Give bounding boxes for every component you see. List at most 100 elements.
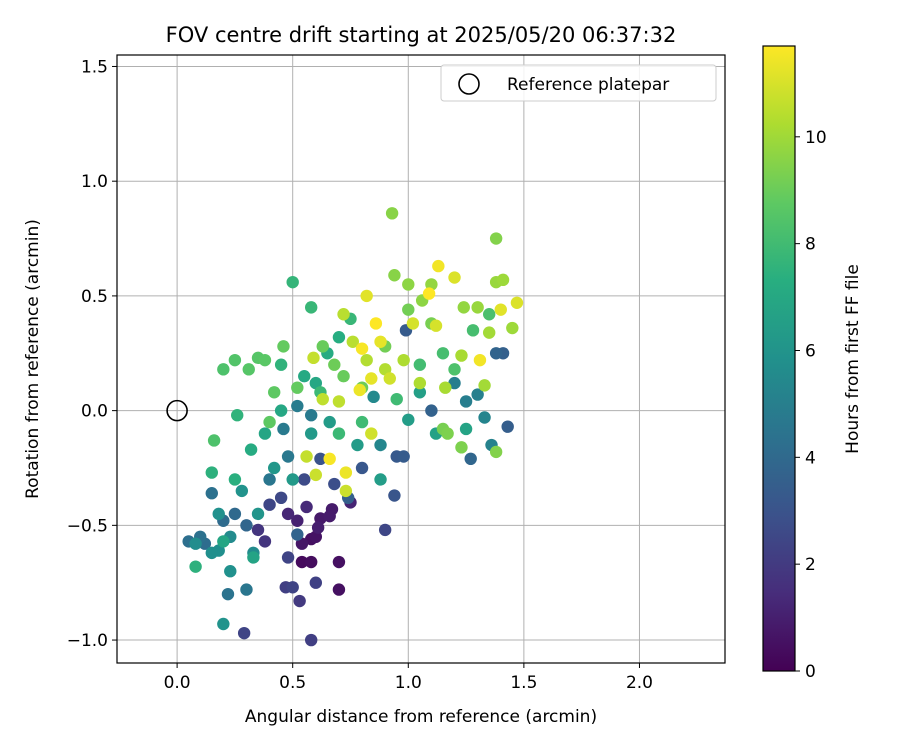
data-point: [309, 576, 323, 589]
data-point: [413, 376, 427, 390]
colorbar-gradient: [762, 45, 796, 672]
y-tick-label: 1.5: [81, 57, 108, 77]
data-point: [489, 232, 503, 245]
data-point: [323, 509, 336, 523]
data-point: [281, 507, 295, 521]
data-point: [413, 386, 427, 399]
legend-entry-label: Reference platepar: [507, 75, 669, 95]
data-point: [360, 353, 373, 367]
data-point: [274, 358, 288, 371]
data-point: [304, 427, 318, 440]
data-point: [353, 383, 366, 397]
data-point: [263, 415, 276, 429]
data-point: [436, 347, 450, 360]
data-point: [286, 581, 299, 594]
colorbar-tick-label: 0: [805, 662, 816, 682]
data-point: [432, 259, 445, 273]
data-point: [258, 427, 272, 440]
data-point: [478, 379, 491, 392]
data-point: [355, 342, 369, 355]
data-point: [332, 427, 346, 440]
reference-marker-layer: [166, 399, 188, 422]
data-point: [360, 289, 373, 303]
data-point: [258, 353, 272, 367]
data-point: [237, 626, 251, 640]
data-point: [429, 319, 443, 332]
y-tick-label: 0.5: [81, 287, 108, 307]
data-point: [355, 415, 369, 429]
data-point: [295, 555, 309, 569]
data-point: [506, 321, 519, 335]
colorbar-tick-label: 8: [805, 235, 816, 255]
data-point: [459, 422, 473, 436]
y-axis-ticks: −1.0 −0.5 0.0 0.5 1.0 1.5: [67, 57, 117, 651]
data-point: [263, 498, 276, 511]
data-point: [291, 381, 304, 394]
data-point: [228, 353, 242, 367]
data-point: [337, 308, 350, 321]
data-point: [224, 565, 237, 578]
data-point: [439, 381, 452, 394]
x-tick-label: 2.0: [626, 673, 653, 693]
data-point: [309, 376, 323, 390]
data-point: [489, 347, 503, 360]
data-point: [346, 335, 360, 348]
y-axis-label: Rotation from reference (arcmin): [23, 219, 43, 499]
data-point: [374, 473, 387, 486]
data-point: [328, 358, 341, 371]
data-point: [304, 301, 318, 314]
data-point: [425, 404, 438, 417]
y-tick-label: −1.0: [67, 631, 108, 651]
data-point: [207, 434, 221, 447]
data-point: [482, 308, 496, 321]
legend-marker-circle-icon: [458, 73, 480, 95]
data-point: [304, 633, 318, 647]
data-point: [383, 372, 396, 385]
data-point: [422, 287, 436, 300]
data-point: [212, 507, 225, 521]
data-point: [501, 420, 514, 433]
data-point: [365, 427, 378, 440]
data-points: [182, 207, 524, 647]
x-tick-label: 1.5: [510, 673, 537, 693]
data-point: [291, 399, 304, 413]
data-point: [332, 395, 346, 408]
data-point: [281, 450, 295, 463]
data-point: [258, 535, 272, 548]
data-point: [496, 273, 510, 287]
data-point: [263, 473, 276, 486]
data-point: [314, 452, 327, 466]
data-point: [205, 487, 218, 500]
data-point: [244, 443, 258, 456]
data-point: [332, 583, 346, 596]
legend-box: [440, 64, 717, 102]
data-point: [471, 301, 484, 314]
data-point: [351, 438, 364, 452]
y-tick-label: 1.0: [81, 172, 108, 192]
data-point: [189, 560, 202, 573]
data-point: [300, 500, 313, 514]
y-tick-label: 0.0: [81, 402, 108, 422]
data-point: [316, 392, 329, 406]
data-point: [316, 340, 329, 353]
data-point: [473, 353, 487, 367]
data-point: [510, 296, 524, 309]
data-point: [448, 376, 461, 390]
data-point: [374, 335, 387, 348]
data-point: [228, 507, 242, 521]
data-point: [378, 523, 392, 537]
data-point: [323, 415, 336, 429]
data-point: [281, 551, 295, 564]
data-point: [300, 450, 313, 463]
data-point: [323, 452, 336, 466]
data-point: [304, 409, 318, 422]
data-point: [205, 466, 218, 479]
data-point: [455, 349, 468, 362]
data-point: [291, 528, 304, 541]
data-point: [268, 461, 281, 475]
data-point: [247, 551, 260, 564]
reference-platepar-marker: [166, 399, 188, 422]
colorbar-label: Hours from first FF file: [843, 264, 863, 454]
data-point: [455, 441, 468, 454]
